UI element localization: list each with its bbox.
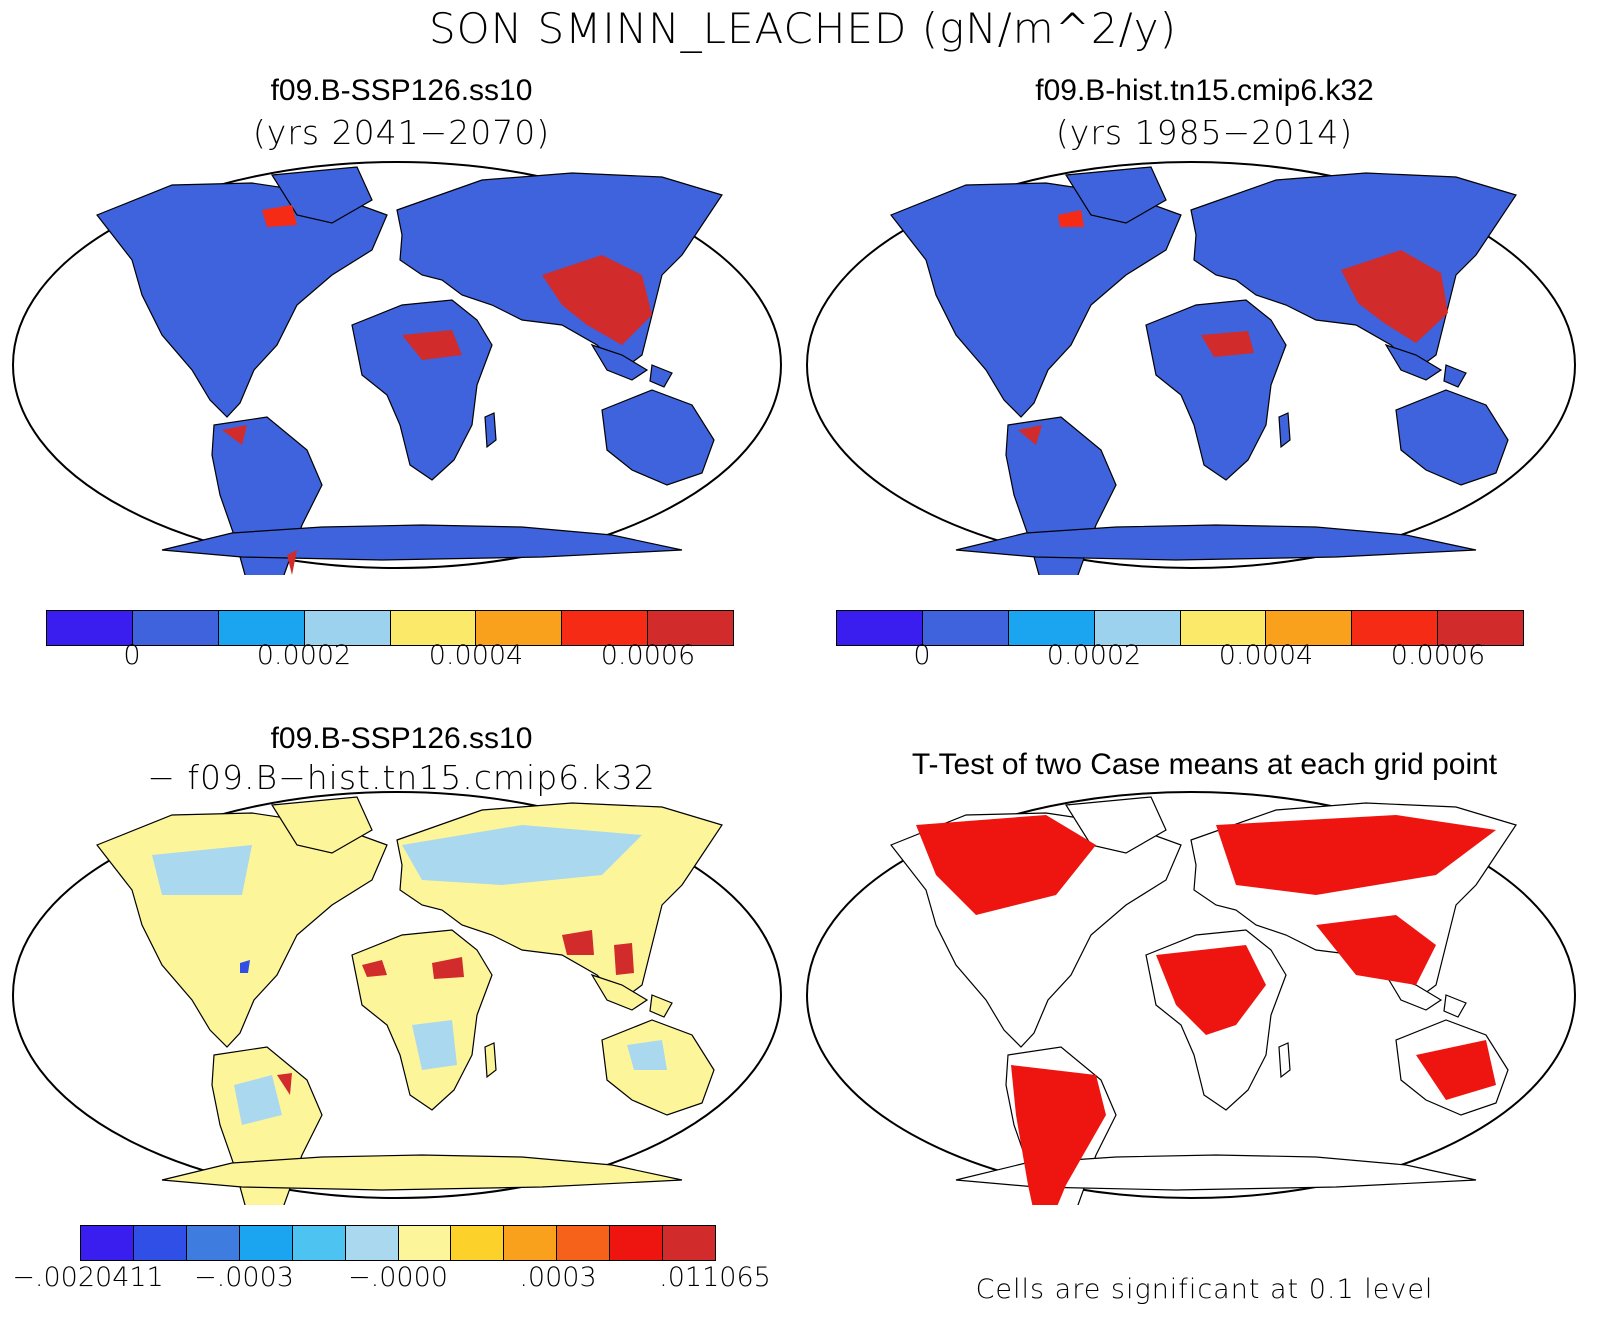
colorbar-3-tick: .011065 [659, 1262, 771, 1293]
colorbar-2-tick: 0.0002 [1046, 640, 1142, 671]
panel-2-title: f09.B-hist.tn15.cmip6.k32 [1035, 74, 1374, 107]
colorbar-swatch [292, 1226, 346, 1260]
colorbar-swatch [837, 611, 923, 645]
colorbar-swatch [557, 1226, 611, 1260]
colorbar-2-tick: 0.0004 [1218, 640, 1314, 671]
colorbar-swatch [133, 1226, 187, 1260]
colorbar-swatch [1180, 611, 1267, 645]
panel-3-title: f09.B-SSP126.ss10 [270, 722, 533, 755]
colorbar-1-tick: 0.0004 [428, 640, 524, 671]
colorbar-swatch [663, 1226, 716, 1260]
colorbar-swatch [132, 611, 219, 645]
colorbar-panel-3 [80, 1225, 716, 1261]
panel-3-subtitle: − f09.B−hist.tn15.cmip6.k32 [147, 758, 656, 797]
colorbar-3-tick: −.0003 [194, 1262, 294, 1293]
colorbar-2-tick: 0 [913, 640, 931, 671]
ttest-note: Cells are significant at 0.1 level [975, 1274, 1434, 1305]
colorbar-1-tick: 0 [123, 640, 141, 671]
panel-2-subtitle: (yrs 1985−2014) [1055, 113, 1354, 152]
colorbar-swatch [1094, 611, 1181, 645]
colorbar-panel-2 [836, 610, 1524, 646]
main-title: SON SMINN_LEACHED (gN/m^2/y) [428, 4, 1178, 53]
colorbar-swatch [1352, 611, 1439, 645]
colorbar-swatch [390, 611, 477, 645]
colorbar-swatch [1438, 611, 1523, 645]
colorbar-swatch [562, 611, 649, 645]
map-panel-1 [12, 161, 782, 575]
colorbar-swatch [218, 611, 305, 645]
colorbar-swatch [304, 611, 391, 645]
map-panel-4 [806, 791, 1576, 1205]
colorbar-3-tick: −.0000 [348, 1262, 448, 1293]
colorbar-1-tick: 0.0002 [256, 640, 352, 671]
panel-1-title: f09.B-SSP126.ss10 [270, 74, 533, 107]
panel-1-subtitle: (yrs 2041−2070) [252, 113, 551, 152]
colorbar-swatch [1008, 611, 1095, 645]
colorbar-swatch [345, 1226, 399, 1260]
colorbar-swatch [186, 1226, 240, 1260]
colorbar-swatch [451, 1226, 505, 1260]
colorbar-swatch [47, 611, 133, 645]
map-panel-3 [12, 791, 782, 1205]
colorbar-swatch [398, 1226, 452, 1260]
colorbar-swatch [504, 1226, 558, 1260]
colorbar-2-tick: 0.0006 [1390, 640, 1486, 671]
colorbar-panel-1 [46, 610, 734, 646]
colorbar-3-tick: .0003 [519, 1262, 597, 1293]
colorbar-swatch [1266, 611, 1353, 645]
colorbar-swatch [81, 1226, 134, 1260]
colorbar-swatch [648, 611, 733, 645]
colorbar-swatch [239, 1226, 293, 1260]
colorbar-swatch [476, 611, 563, 645]
colorbar-swatch [610, 1226, 664, 1260]
colorbar-1-tick: 0.0006 [600, 640, 696, 671]
colorbar-swatch [922, 611, 1009, 645]
map-panel-2 [806, 161, 1576, 575]
colorbar-3-tick: −.0020411 [12, 1262, 164, 1293]
panel-4-title: T-Test of two Case means at each grid po… [911, 748, 1498, 781]
